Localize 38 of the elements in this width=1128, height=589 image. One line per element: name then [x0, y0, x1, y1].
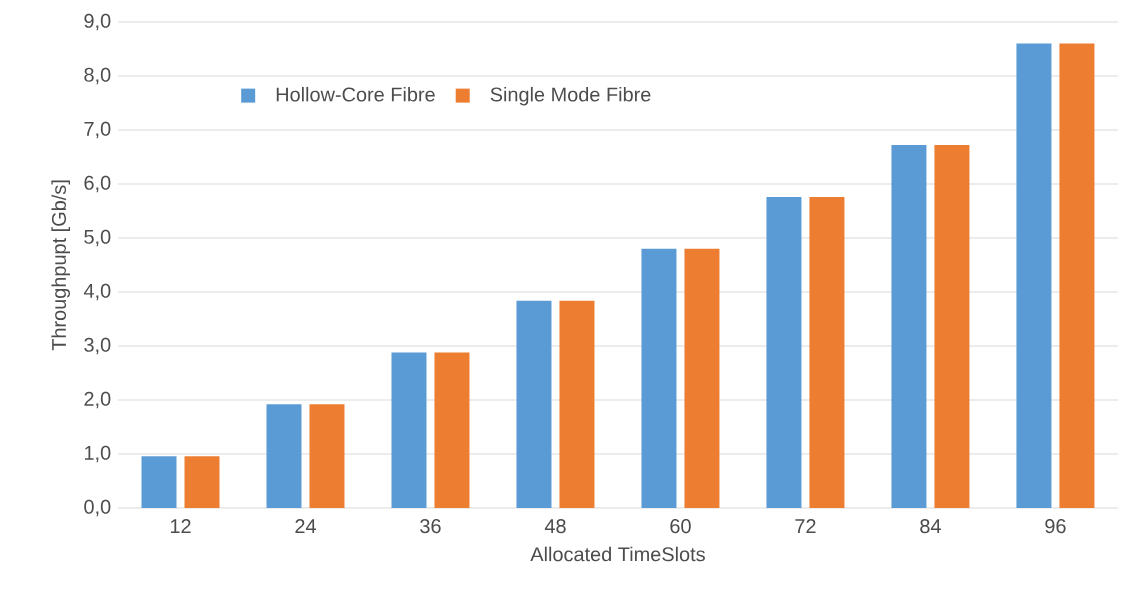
bar	[434, 352, 470, 508]
bar	[559, 300, 595, 508]
bar	[391, 352, 427, 508]
bar	[184, 456, 220, 508]
y-tick-label: 3,0	[84, 337, 111, 355]
bar	[809, 196, 845, 508]
y-tick-label: 1,0	[84, 445, 111, 463]
bar	[1059, 43, 1095, 508]
bar	[934, 145, 970, 508]
bar	[891, 145, 927, 508]
x-tick-label: 36	[420, 519, 441, 534]
x-tick-label: 24	[295, 519, 316, 533]
bar	[266, 404, 302, 508]
bar	[516, 300, 552, 508]
x-axis-title: Allocated TimeSlots	[530, 546, 705, 562]
y-tick-label: 6,0	[84, 175, 111, 193]
bar	[1016, 43, 1052, 508]
y-tick-label: 0,0	[84, 499, 111, 517]
x-tick-label: 48	[544, 519, 566, 534]
y-tick-label: 8,0	[84, 67, 111, 85]
bar	[141, 456, 177, 508]
y-tick-label: 9,0	[84, 13, 111, 31]
x-tick-label: 12	[170, 519, 191, 533]
x-tick-label: 72	[795, 519, 816, 533]
y-tick-label: 4,0	[83, 283, 111, 301]
y-tick-label: 2,0	[84, 391, 111, 409]
bar	[309, 404, 345, 508]
legend-label: Single Mode Fibre	[490, 86, 651, 106]
x-tick-label: 84	[920, 519, 941, 534]
legend-label: Hollow-Core Fibre	[276, 86, 435, 102]
y-tick-label: 7,0	[84, 121, 111, 139]
x-tick-label: 96	[1045, 519, 1066, 534]
bar	[766, 196, 802, 508]
y-tick-label: 5,0	[84, 229, 111, 247]
bar	[641, 248, 677, 508]
x-tick-label: 60	[670, 519, 691, 534]
y-axis-title: Throughpupt [Gb/s]	[51, 180, 70, 351]
bar	[684, 248, 720, 508]
